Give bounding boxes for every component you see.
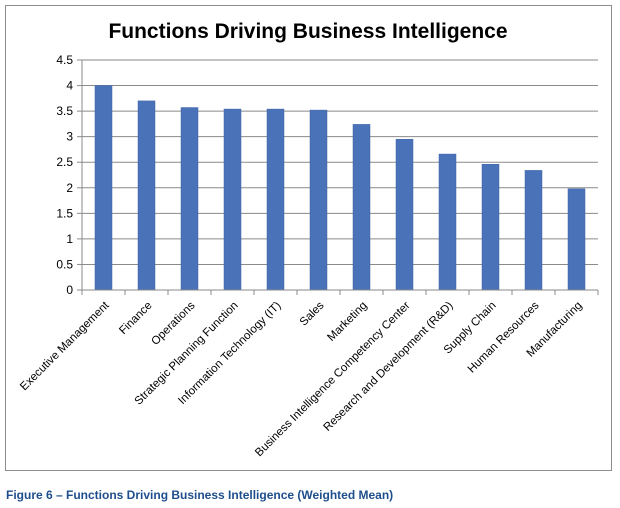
bar bbox=[395, 138, 414, 291]
bars bbox=[94, 85, 586, 291]
bar bbox=[481, 164, 500, 291]
bar bbox=[524, 170, 543, 291]
bar bbox=[223, 108, 242, 291]
figure-caption: Figure 6 – Functions Driving Business In… bbox=[6, 488, 394, 502]
bar bbox=[137, 100, 156, 291]
bar bbox=[266, 108, 285, 291]
x-tick-label: Business Intelligence Competency Center bbox=[253, 300, 413, 460]
y-tick-label: 3 bbox=[66, 130, 73, 144]
x-tick-label: Marketing bbox=[325, 300, 369, 344]
bar bbox=[438, 153, 457, 291]
y-tick-label: 1.5 bbox=[56, 206, 73, 220]
chart-title: Functions Driving Business Intelligence bbox=[108, 20, 507, 43]
x-tick-label: Sales bbox=[298, 299, 327, 328]
bar bbox=[94, 85, 113, 291]
bar bbox=[180, 107, 199, 291]
gridlines bbox=[82, 59, 598, 291]
y-tick-label: 0 bbox=[66, 283, 73, 297]
bar bbox=[309, 109, 328, 291]
y-tick-label: 3.5 bbox=[56, 104, 73, 118]
y-axis: 0 0.5 1 1.5 2 2.5 3 3.5 4 4.5 bbox=[56, 53, 83, 297]
y-tick-label: 4.5 bbox=[56, 53, 73, 67]
bar bbox=[567, 188, 586, 291]
y-tick-label: 1 bbox=[66, 232, 73, 246]
y-tick-label: 4 bbox=[66, 79, 73, 93]
bar bbox=[352, 124, 371, 291]
y-tick-label: 0.5 bbox=[56, 257, 73, 271]
x-axis: Executive Management FinanceOperationsStr… bbox=[18, 289, 599, 460]
x-tick-label: Executive Management bbox=[18, 299, 112, 393]
y-tick-label: 2 bbox=[66, 181, 73, 195]
x-tick-label: Finance bbox=[117, 300, 154, 337]
y-tick-label: 2.5 bbox=[56, 155, 73, 169]
x-tick-label: Human Resources bbox=[466, 299, 542, 375]
